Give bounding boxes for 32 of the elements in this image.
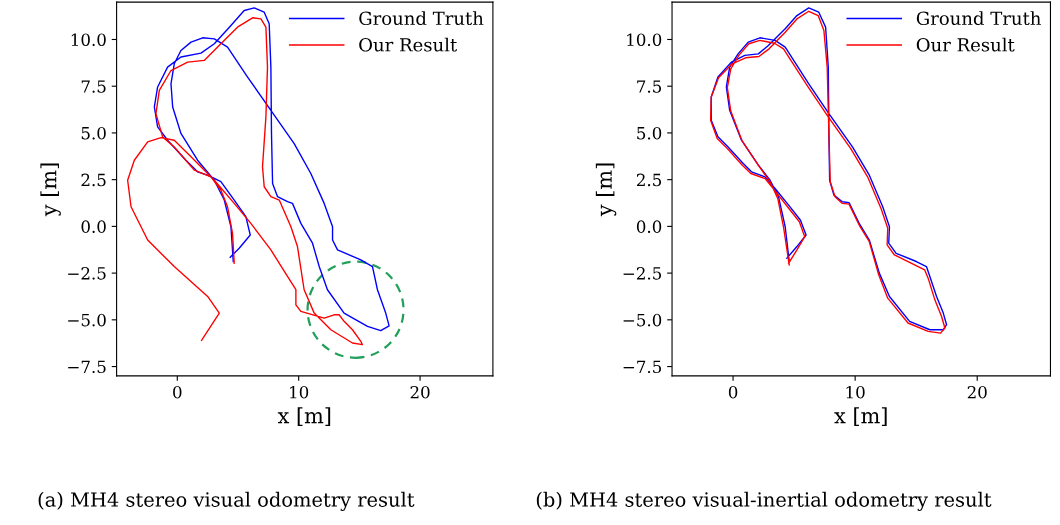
y-tick-label: 7.5 bbox=[637, 80, 662, 93]
text: (a) MH4 stereo visual odometry result bbox=[38, 491, 415, 511]
legend-label: Our Result bbox=[916, 37, 1015, 52]
x-axis-title: x [m] bbox=[834, 407, 887, 426]
text: (b) MH4 stereo visual-inertial odometry result bbox=[536, 491, 992, 511]
y-tick-label: 0.0 bbox=[81, 220, 106, 233]
x-tick-label: 10 bbox=[846, 385, 865, 399]
y-tick-label: −5.0 bbox=[623, 313, 662, 327]
y-tick-label: 10.0 bbox=[71, 33, 106, 47]
legend-label: Our Result bbox=[359, 37, 458, 52]
y-axis-title: y [m] bbox=[40, 163, 61, 217]
y-tick-label: 2.5 bbox=[636, 173, 662, 187]
y-tick-label: −7.5 bbox=[68, 360, 106, 374]
y-tick-label: 2.5 bbox=[81, 173, 106, 187]
legend-label: Ground Truth bbox=[916, 11, 1041, 26]
x-tick-label: 0 bbox=[173, 385, 182, 399]
x-tick-label: 0 bbox=[728, 385, 738, 399]
x-tick-label: 10 bbox=[290, 385, 309, 399]
y-tick-label: 10.0 bbox=[627, 33, 662, 47]
legend-label: Ground Truth bbox=[359, 11, 484, 26]
y-tick-label: 5.0 bbox=[81, 126, 106, 140]
x-tick-label: 20 bbox=[967, 385, 987, 399]
x-tick-label: 20 bbox=[410, 385, 430, 399]
y-tick-label: 0.0 bbox=[636, 220, 662, 233]
y-tick-label: 5.0 bbox=[637, 126, 662, 140]
y-tick-label: −2.5 bbox=[623, 267, 662, 280]
y-tick-label: −5.0 bbox=[68, 313, 106, 327]
y-tick-label: −7.5 bbox=[623, 360, 662, 374]
y-tick-label: 7.5 bbox=[81, 80, 106, 93]
y-tick-label: −2.5 bbox=[68, 267, 106, 280]
y-axis-title: y [m] bbox=[595, 163, 617, 217]
x-axis-title: x [m] bbox=[277, 407, 331, 426]
